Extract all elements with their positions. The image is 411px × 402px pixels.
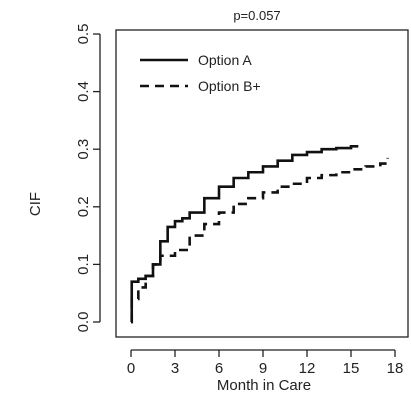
x-tick-label: 3 [171, 360, 179, 377]
series-line-option-b-plus [130, 157, 389, 324]
x-tick-label: 6 [215, 360, 223, 377]
y-tick-label: 0.4 [75, 81, 92, 102]
x-tick-label: 0 [127, 360, 135, 377]
y-axis-title: CIF [27, 192, 44, 216]
plot-frame [115, 29, 409, 338]
y-tick-label: 0.3 [75, 139, 92, 160]
legend-label: Option A [198, 52, 252, 68]
chart-title: p=0.057 [233, 8, 280, 23]
series-lines [130, 145, 389, 324]
legend: Option A Option B+ [140, 52, 261, 94]
x-tick-label: 12 [299, 360, 316, 377]
y-axis: 0.0 0.1 0.2 0.3 0.4 0.5 [75, 24, 101, 333]
y-tick-label: 0.5 [75, 24, 92, 45]
series-line-option-a [130, 145, 359, 324]
y-tick-label: 0.2 [75, 196, 92, 217]
x-axis-title: Month in Care [217, 377, 311, 394]
x-tick-label: 9 [259, 360, 267, 377]
y-tick-label: 0.1 [75, 254, 92, 275]
x-axis: 0 3 6 9 12 15 18 [127, 349, 404, 377]
x-tick-label: 18 [387, 360, 404, 377]
plot-box [115, 29, 409, 338]
y-tick-label: 0.0 [75, 312, 92, 333]
x-tick-label: 15 [343, 360, 360, 377]
legend-label: Option B+ [198, 78, 261, 94]
